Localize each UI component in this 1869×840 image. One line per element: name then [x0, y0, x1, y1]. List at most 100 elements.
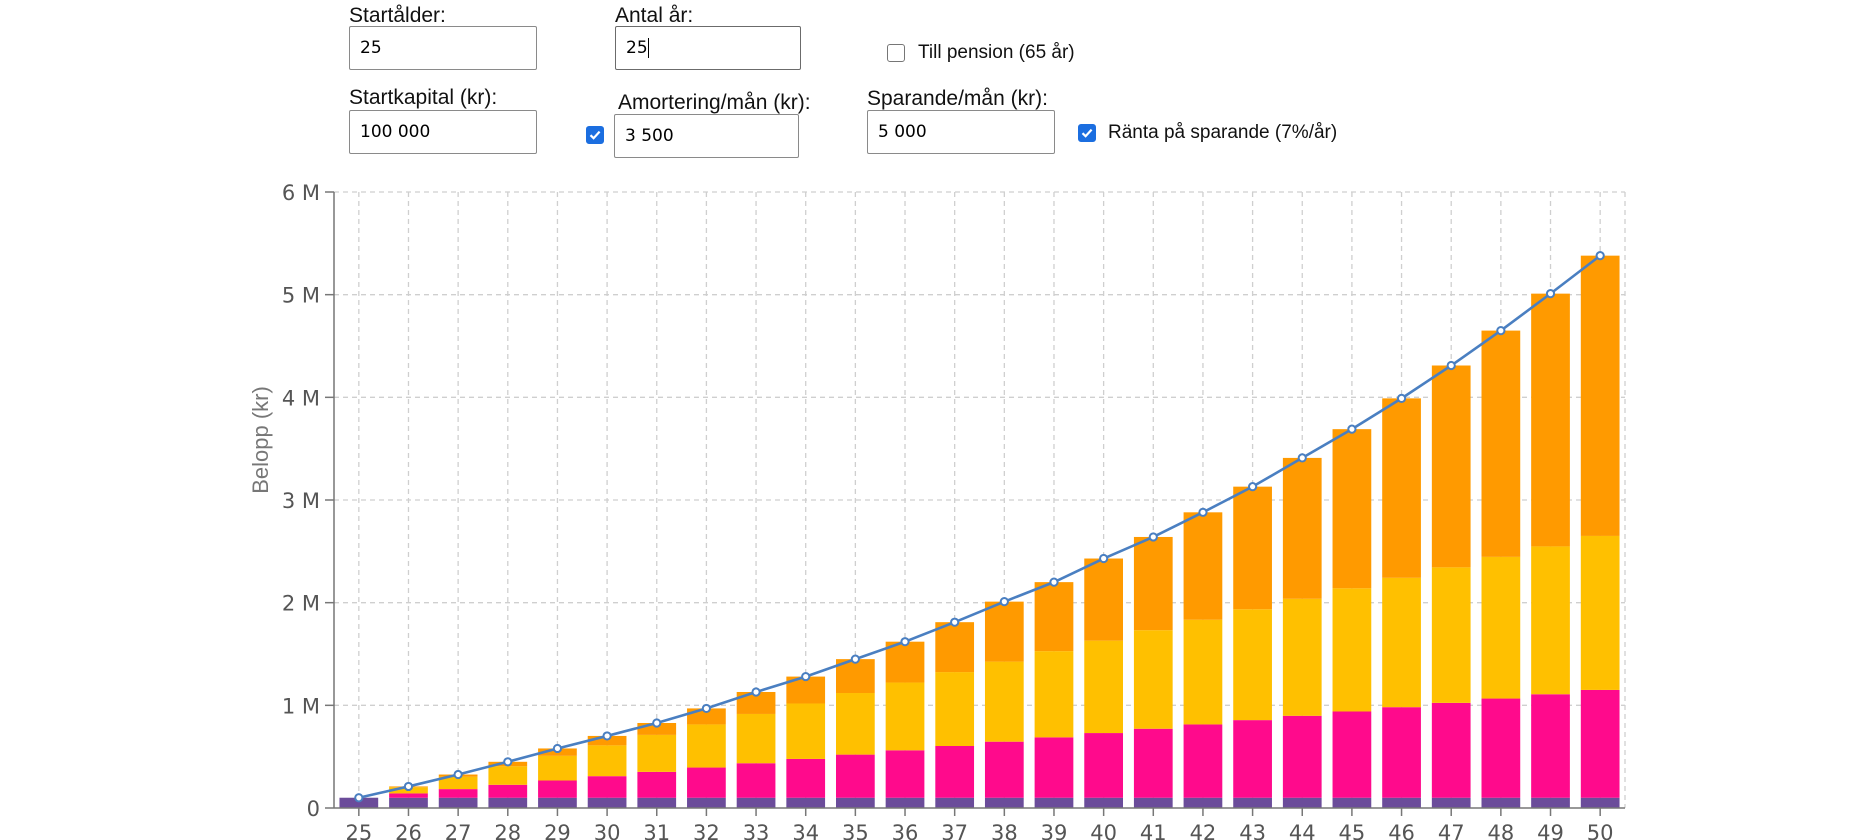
chart-grid	[334, 191, 1626, 808]
start-age-input[interactable]: 25	[349, 26, 537, 70]
years-label: Antal år:	[615, 4, 694, 27]
chart-line	[354, 251, 1605, 803]
bar-segment-3	[1183, 619, 1223, 725]
line-point	[602, 731, 612, 741]
x-tick-label: 35	[842, 821, 869, 840]
years-input[interactable]: 25	[615, 26, 801, 70]
bar-segment-2	[885, 750, 925, 798]
x-tick-label: 36	[892, 821, 919, 840]
bar-segment-3	[885, 682, 925, 751]
x-tick-label: 27	[445, 821, 472, 840]
chart-ticks: 0 1 M 2 M 3 M 4 M 5 M 6 M 25 26 27 28 29 30 31 32 33 34 3…	[282, 181, 1614, 840]
bar-segment-1	[1133, 797, 1173, 808]
line-point	[950, 617, 960, 627]
interest-checkbox[interactable]	[1078, 124, 1096, 142]
x-tick-label: 39	[1041, 821, 1068, 840]
bar-segment-1	[538, 797, 577, 808]
bar-segment-2	[984, 741, 1024, 798]
amortization-input[interactable]: 3 500	[614, 114, 799, 158]
line-point	[1496, 326, 1506, 336]
line-point	[751, 687, 761, 697]
line-point	[1297, 453, 1307, 463]
bar-segment-4	[637, 722, 677, 735]
bar-segment-4	[984, 601, 1024, 662]
bar-segment-2	[836, 754, 875, 798]
bar-segment-2	[1431, 702, 1471, 798]
bar-segment-4	[1481, 330, 1521, 557]
pension-checkbox[interactable]	[887, 44, 905, 62]
x-tick-label: 33	[743, 821, 770, 840]
bar-segment-1	[1431, 797, 1471, 808]
x-tick-label: 38	[991, 821, 1018, 840]
bar-segment-3	[1481, 556, 1521, 699]
y-tick-label: 3 M	[282, 489, 320, 513]
line-point	[1545, 289, 1556, 299]
bar-segment-4	[587, 735, 627, 746]
x-tick-label: 37	[941, 821, 968, 840]
bar-segment-3	[935, 672, 975, 746]
bar-segment-3	[984, 661, 1024, 742]
bar-segment-4	[885, 641, 925, 683]
bar-segment-1	[786, 797, 826, 808]
line-point	[1347, 424, 1357, 434]
bar-segment-1	[389, 797, 428, 808]
bar-segment-1	[1531, 797, 1570, 808]
bar-segment-2	[935, 745, 975, 798]
bar-segment-3	[1382, 577, 1421, 708]
line-point	[1198, 507, 1208, 517]
line-point	[552, 743, 563, 754]
x-tick-label: 42	[1190, 821, 1217, 840]
line-point	[1446, 360, 1456, 371]
x-tick-label: 50	[1587, 821, 1614, 840]
bar-segment-1	[1034, 797, 1074, 808]
bar-segment-4	[935, 622, 975, 673]
y-tick-label: 0	[307, 797, 320, 821]
y-tick-label: 2 M	[282, 592, 320, 616]
bar-segment-2	[1531, 694, 1570, 798]
bar-segment-4	[736, 691, 776, 714]
bar-segment-2	[488, 784, 528, 798]
saving-input[interactable]: 5 000	[867, 110, 1055, 154]
bar-segment-3	[1531, 546, 1570, 695]
bar-segment-2	[1481, 698, 1521, 798]
bar-segment-3	[1431, 567, 1471, 703]
bar-segment-1	[1233, 797, 1272, 808]
bar-segment-1	[984, 797, 1024, 808]
bar-segment-2	[1183, 724, 1223, 798]
amortization-label: Amortering/mån (kr):	[618, 91, 811, 114]
bar-segment-1	[1332, 797, 1372, 808]
x-tick-label: 41	[1140, 821, 1167, 840]
bar-segment-4	[1034, 582, 1074, 652]
bar-segment-3	[1034, 651, 1074, 738]
bar-segment-2	[1282, 715, 1322, 798]
interest-label: Ränta på sparande (7%/år)	[1108, 122, 1338, 143]
bar-segment-4	[1580, 255, 1620, 536]
chart-axes	[325, 191, 1625, 816]
bar-segment-2	[1084, 733, 1123, 798]
bar-segment-3	[1282, 598, 1322, 716]
bar-segment-1	[1580, 797, 1620, 808]
line-point	[801, 671, 811, 682]
y-tick-label: 6 M	[282, 181, 320, 205]
y-tick-label: 5 M	[282, 284, 320, 308]
start-capital-input[interactable]: 100 000	[349, 110, 537, 154]
bar-segment-2	[1233, 720, 1272, 798]
bar-segment-3	[1580, 535, 1620, 690]
bar-segment-4	[1282, 457, 1322, 599]
bar-segment-3	[1133, 630, 1173, 729]
line-point	[1595, 251, 1605, 261]
bar-segment-2	[438, 789, 478, 798]
amortization-checkbox[interactable]	[586, 126, 604, 144]
bar-segment-3	[488, 766, 528, 785]
line-point	[503, 757, 513, 767]
bar-segment-1	[488, 797, 528, 808]
y-axis-label: Belopp (kr)	[248, 386, 273, 494]
line-point	[453, 769, 463, 780]
bar-segment-1	[736, 797, 776, 808]
bar-segment-2	[1034, 737, 1074, 798]
line-point	[403, 781, 414, 792]
bar-segment-3	[1084, 640, 1123, 734]
bar-segment-2	[736, 763, 776, 798]
bar-segment-1	[1382, 797, 1421, 808]
check-icon	[1081, 128, 1093, 138]
